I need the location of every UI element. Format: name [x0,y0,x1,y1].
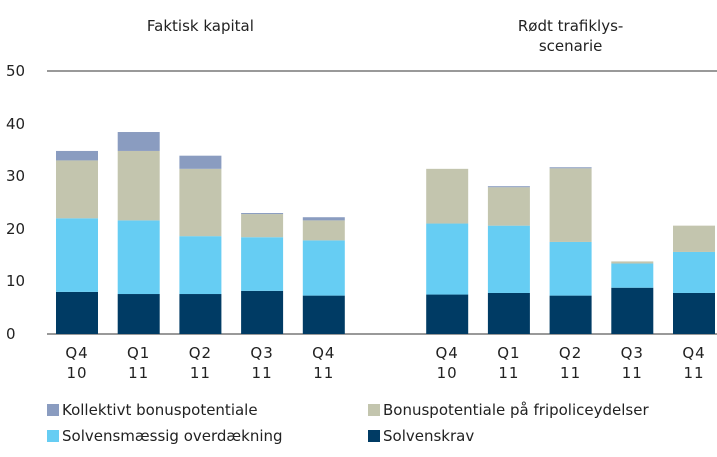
bar-segment [179,294,222,334]
bar-segment [241,290,284,334]
bar-segment [302,240,345,296]
legend-swatch [47,430,59,442]
bar-segment [611,263,654,288]
bar-segment [179,236,222,295]
bar-segment [487,292,530,334]
bar-segment [549,295,592,334]
x-tick-label: Q1 11 [127,344,151,382]
x-tick-label: Q2 11 [188,344,213,382]
legend-swatch [368,404,380,416]
bar-segment [179,155,222,169]
legend-label: Solvensmæssig overdækning [62,427,283,445]
y-tick-label: 0 [6,325,16,343]
x-tick-label: Q4 10 [435,344,459,382]
bar-segment [487,187,530,226]
bar-segment [117,150,160,221]
bar-segment [673,292,715,334]
bar-segment [302,295,345,334]
bar-segment [117,132,160,151]
x-tick-label: Q4 11 [312,344,336,382]
y-tick-label: 30 [6,167,26,186]
legend-swatch [368,430,380,442]
legend-swatch [47,404,59,416]
bar-segment [302,217,345,221]
bar-segment [56,291,98,334]
x-tick-label: Q4 11 [682,344,706,382]
bar-segment [673,251,715,293]
bar-segment [426,294,469,334]
legend-label: Solvenskrav [383,427,475,445]
bar-segment [426,168,469,224]
x-tick-label: Q1 11 [497,344,521,382]
y-tick-label: 20 [6,219,26,238]
bar-segment [241,237,284,291]
legend-item: Kollektivt bonuspotentiale [47,400,258,420]
bar-segment [487,186,530,188]
bar-segment [673,225,715,252]
bar-segment [302,220,345,241]
legend-item: Solvensmæssig overdækning [47,426,283,446]
legend-item: Bonuspotentiale på fripoliceydelser [368,400,649,420]
y-tick-label: 10 [6,272,26,291]
bar-segment [56,160,98,219]
group-label: Rødt trafiklys-scenarie [517,17,624,55]
bar-segment [179,168,222,237]
y-tick-label: 50 [6,62,26,80]
bar-segment [56,150,98,161]
bar-segment [426,223,469,295]
x-tick-label: Q3 11 [250,344,274,382]
legend-item: Solvenskrav [368,426,474,446]
x-tick-label: Q4 10 [65,344,89,382]
bar-segment [56,218,98,292]
bar-segment [241,214,284,238]
bar-segment [549,167,592,169]
legend-label: Kollektivt bonuspotentiale [62,401,258,419]
bar-segment [549,168,592,242]
bar-segment [549,241,592,296]
bar-segment [611,287,654,334]
x-tick-label: Q2 11 [558,344,583,382]
legend-label: Bonuspotentiale på fripoliceydelser [383,401,649,419]
bar-segment [117,220,160,295]
bar-segment [241,213,284,215]
bar-segment [117,294,160,334]
group-label: Faktisk kapital [146,17,254,35]
bar-segment [611,261,654,264]
bar-segment [487,225,530,293]
y-tick-label: 40 [6,114,26,133]
x-tick-label: Q3 11 [620,344,644,382]
